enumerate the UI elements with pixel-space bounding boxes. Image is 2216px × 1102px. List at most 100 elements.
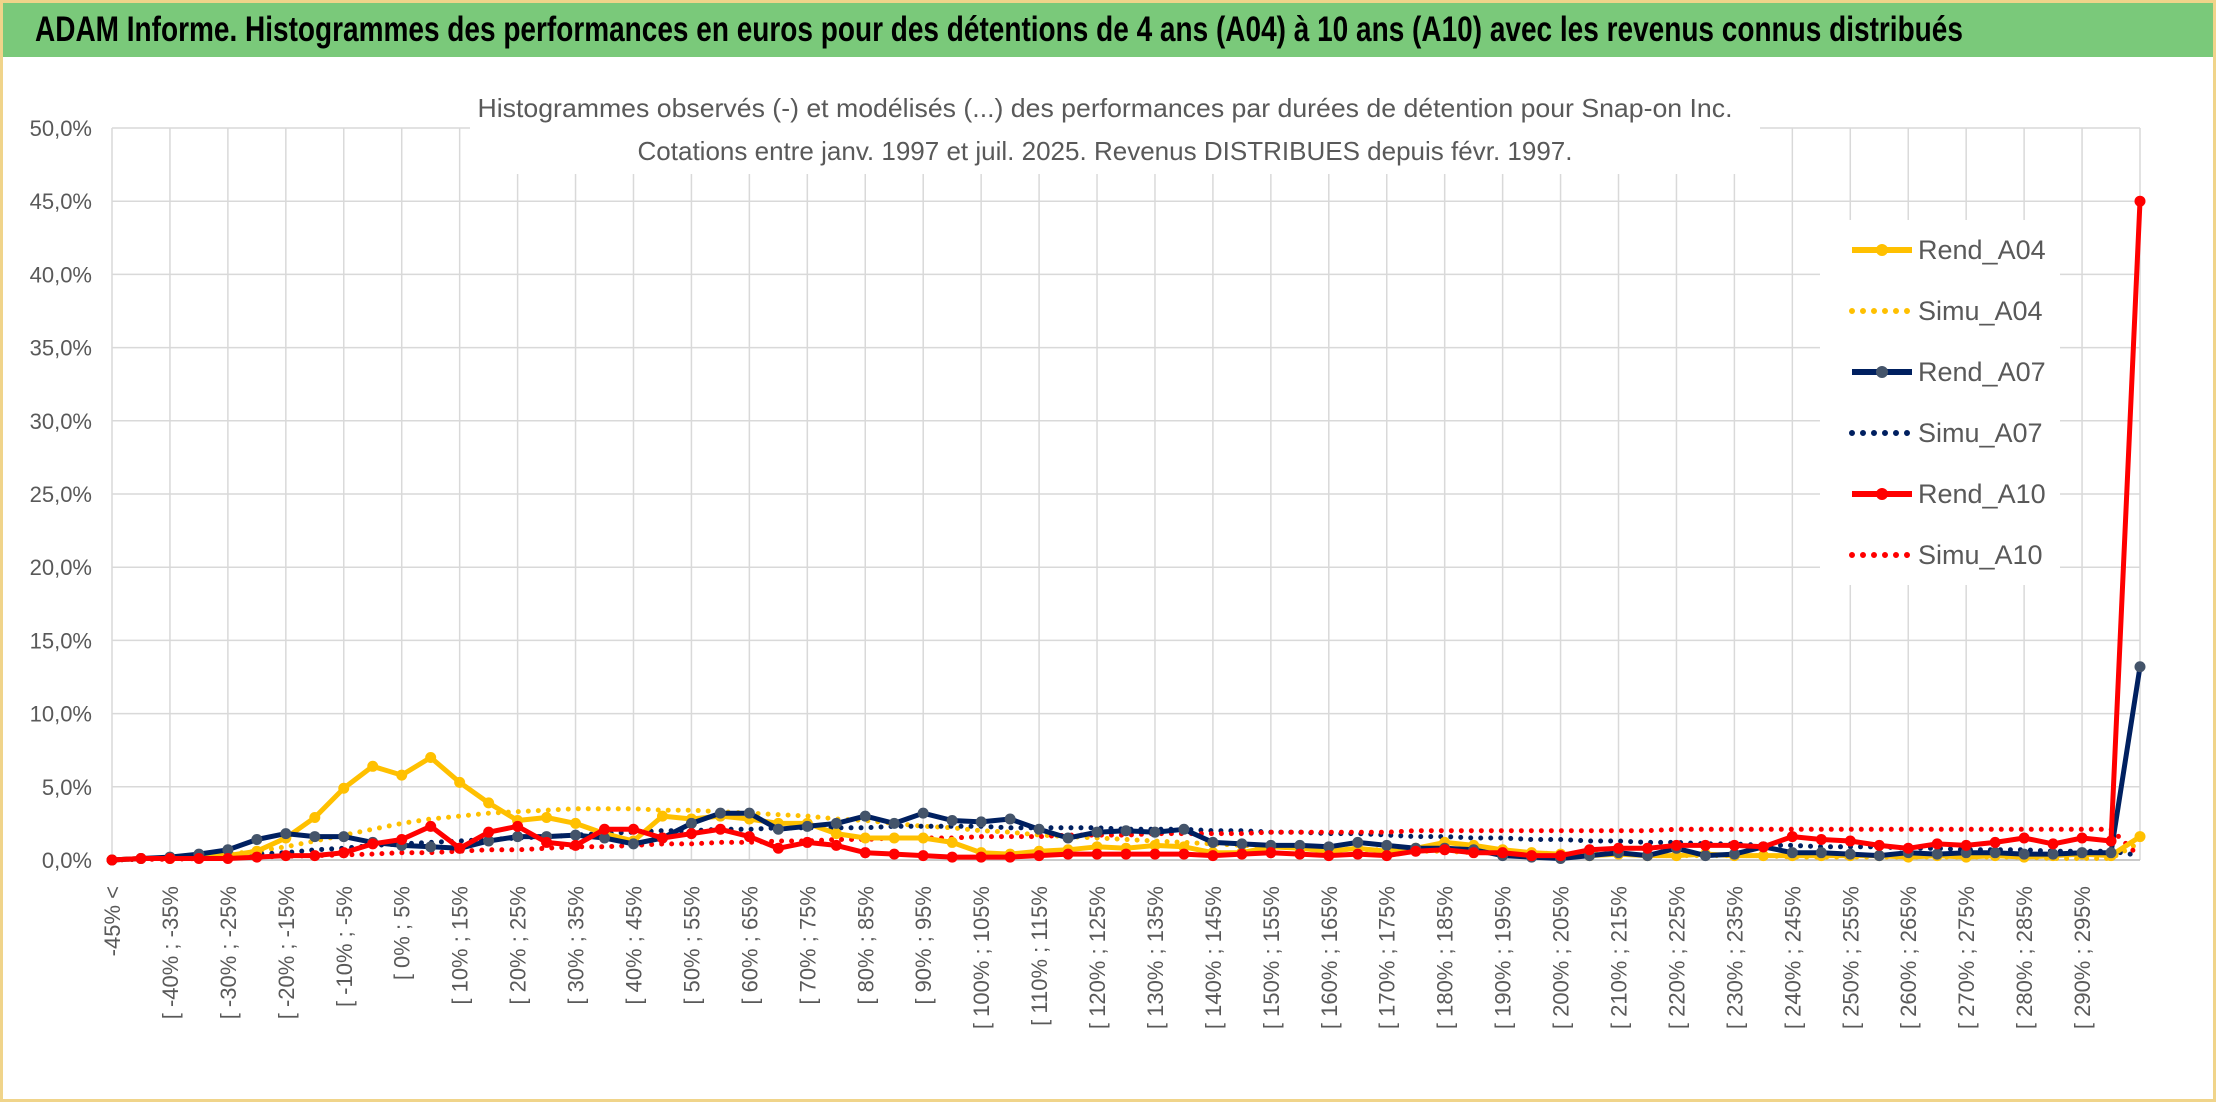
title-backdrop xyxy=(470,86,1760,174)
series-line-simu-a10 xyxy=(109,826,2143,863)
data-point-rend-a10 xyxy=(512,820,524,832)
data-point-rend-a07 xyxy=(1236,838,1248,850)
data-point-rend-a07 xyxy=(1815,847,1827,859)
data-point-rend-a04 xyxy=(483,797,495,809)
x-tick-label: [ 190% ; 195% xyxy=(1491,886,1516,1029)
series-rend-a10 xyxy=(106,195,2146,866)
x-tick-label: [ 80% ; 85% xyxy=(853,886,878,1005)
data-point-rend-a04 xyxy=(830,828,842,840)
data-point-rend-a10 xyxy=(1526,850,1538,862)
chart-subtitle: Cotations entre janv. 1997 et juil. 2025… xyxy=(638,136,1573,166)
data-point-rend-a04 xyxy=(338,782,350,794)
x-tick-label: [ 130% ; 135% xyxy=(1143,886,1168,1029)
data-point-rend-a07 xyxy=(338,831,350,843)
data-point-rend-a10 xyxy=(1757,841,1769,853)
data-point-rend-a07 xyxy=(946,814,958,826)
data-point-rend-a07 xyxy=(627,838,639,850)
data-point-rend-a10 xyxy=(801,836,813,848)
data-point-rend-a10 xyxy=(454,842,466,854)
x-tick-label: [ 40% ; 45% xyxy=(621,886,646,1005)
x-tick-label: [ 260% ; 265% xyxy=(1896,886,1921,1029)
data-point-rend-a07 xyxy=(251,834,263,846)
data-point-rend-a07 xyxy=(1381,839,1393,851)
data-point-rend-a04 xyxy=(570,817,582,829)
data-point-rend-a04 xyxy=(2134,831,2146,843)
data-point-rend-a10 xyxy=(2018,832,2030,844)
legend-item-rend-a04: Rend_A04 xyxy=(1852,235,2046,265)
data-point-rend-a10 xyxy=(1584,844,1596,856)
data-point-rend-a10 xyxy=(1207,850,1219,862)
data-point-rend-a10 xyxy=(193,853,205,865)
x-tick-label: [ 160% ; 165% xyxy=(1317,886,1342,1029)
data-point-rend-a07 xyxy=(425,841,437,853)
x-tick-label: [ -10% ; -5% xyxy=(332,886,357,1007)
data-point-rend-a07 xyxy=(859,810,871,822)
legend-marker xyxy=(1876,488,1888,500)
data-point-rend-a07 xyxy=(1352,836,1364,848)
data-point-rend-a07 xyxy=(1091,826,1103,838)
x-tick-label: [ 230% ; 235% xyxy=(1722,886,1747,1029)
y-tick-label: 50,0% xyxy=(30,116,92,141)
y-tick-label: 15,0% xyxy=(30,628,92,653)
data-point-rend-a07 xyxy=(714,807,726,819)
data-point-rend-a10 xyxy=(2105,835,2117,847)
data-point-rend-a10 xyxy=(1352,848,1364,860)
legend-label: Simu_A04 xyxy=(1918,296,2043,326)
chart-title: Histogrammes observés (-) et modélisés (… xyxy=(478,93,1733,123)
x-tick-label: -45% < xyxy=(100,886,125,956)
legend-item-rend-a07: Rend_A07 xyxy=(1852,357,2046,387)
chart-gridlines xyxy=(111,127,2141,861)
x-tick-label: [ 50% ; 55% xyxy=(679,886,704,1005)
data-point-rend-a10 xyxy=(1149,848,1161,860)
data-point-rend-a10 xyxy=(1555,850,1567,862)
legend-label: Simu_A07 xyxy=(1918,418,2043,448)
data-point-rend-a10 xyxy=(1989,836,2001,848)
data-point-rend-a10 xyxy=(367,838,379,850)
legend-marker xyxy=(1876,366,1888,378)
data-point-rend-a10 xyxy=(599,823,611,835)
chart-legend: Rend_A04 Simu_A04 Rend_A07 Simu_A07 Rend_A10… xyxy=(1820,220,2060,585)
data-point-rend-a07 xyxy=(1844,848,1856,860)
x-tick-label: [ 20% ; 25% xyxy=(506,886,531,1005)
data-point-rend-a10 xyxy=(2076,832,2088,844)
data-point-rend-a10 xyxy=(2134,195,2146,207)
data-point-rend-a07 xyxy=(1033,823,1045,835)
data-point-rend-a10 xyxy=(1931,838,1943,850)
legend-label: Rend_A10 xyxy=(1918,479,2046,509)
data-point-rend-a04 xyxy=(859,832,871,844)
x-tick-label: [ 180% ; 185% xyxy=(1433,886,1458,1029)
data-point-rend-a07 xyxy=(2047,848,2059,860)
y-tick-label: 5,0% xyxy=(42,775,92,800)
data-point-rend-a10 xyxy=(1323,850,1335,862)
data-point-rend-a04 xyxy=(917,832,929,844)
chart-titles: Histogrammes observés (-) et modélisés (… xyxy=(470,86,1760,174)
data-point-rend-a10 xyxy=(106,854,118,866)
legend-label: Simu_A10 xyxy=(1918,540,2043,570)
x-tick-label: [ -40% ; -35% xyxy=(158,886,183,1019)
data-point-rend-a07 xyxy=(512,831,524,843)
data-point-rend-a04 xyxy=(309,812,321,824)
data-point-rend-a07 xyxy=(801,820,813,832)
data-point-rend-a10 xyxy=(1815,834,1827,846)
x-tick-label: [ 0% ; 5% xyxy=(390,886,415,980)
chart-series xyxy=(106,195,2146,866)
report-header: ADAM Informe. Histogrammes des performan… xyxy=(3,3,2213,57)
data-point-rend-a10 xyxy=(280,850,292,862)
x-tick-label: [ 30% ; 35% xyxy=(564,886,589,1005)
data-point-rend-a10 xyxy=(1410,845,1422,857)
y-tick-label: 10,0% xyxy=(30,702,92,727)
x-tick-label: [ 240% ; 245% xyxy=(1780,886,1805,1029)
legend-item-simu-a10: Simu_A10 xyxy=(1849,540,2043,570)
data-point-rend-a07 xyxy=(1786,847,1798,859)
data-point-rend-a07 xyxy=(917,807,929,819)
legend-marker xyxy=(1876,244,1888,256)
x-tick-label: [ 70% ; 75% xyxy=(795,886,820,1005)
x-tick-label: [ 290% ; 295% xyxy=(2070,886,2095,1029)
data-point-rend-a10 xyxy=(396,834,408,846)
y-tick-label: 40,0% xyxy=(30,262,92,287)
data-point-rend-a10 xyxy=(888,848,900,860)
data-point-rend-a10 xyxy=(338,847,350,859)
data-point-rend-a07 xyxy=(2105,847,2117,859)
data-point-rend-a07 xyxy=(1699,850,1711,862)
